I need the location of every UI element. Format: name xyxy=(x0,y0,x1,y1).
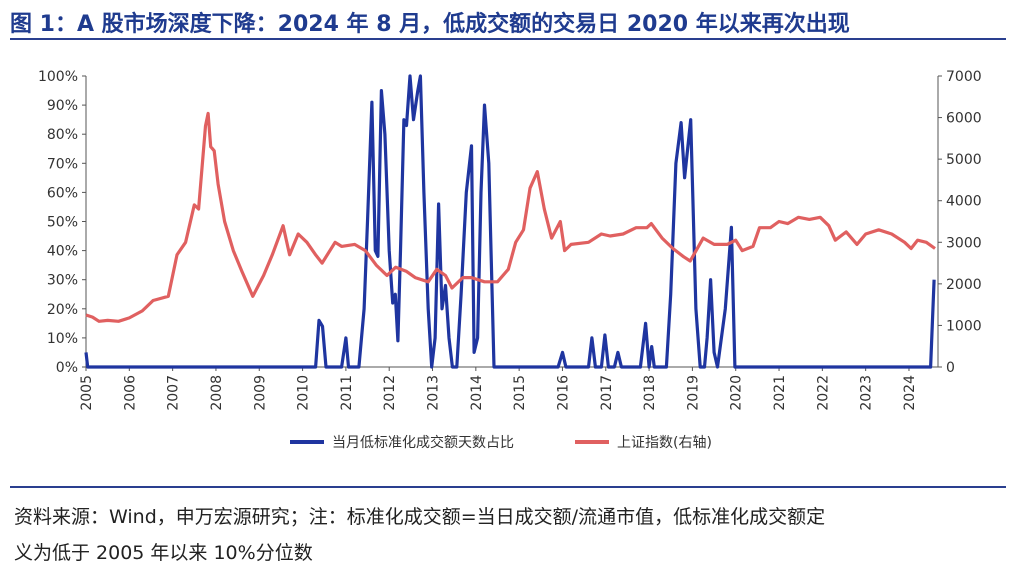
source-note-line-2: 义为低于 2005 年以来 10%分位数 xyxy=(14,542,313,564)
x-tick-label: 2006 xyxy=(122,375,138,411)
left-tick-label: 40% xyxy=(47,244,78,260)
series-line-2 xyxy=(85,111,936,323)
left-tick-label: 80% xyxy=(47,127,78,143)
right-tick-label: 6000 xyxy=(946,111,982,127)
x-tick-label: 2021 xyxy=(772,375,788,411)
figure-title: 图 1：A 股市场深度下降：2024 年 8 月，低成交额的交易日 2020 年… xyxy=(10,12,850,37)
x-tick-label: 2013 xyxy=(426,375,442,411)
title-rule xyxy=(10,38,1006,40)
x-tick-label: 2018 xyxy=(642,375,658,411)
left-tick-label: 60% xyxy=(47,185,78,201)
x-tick-label: 2023 xyxy=(859,375,875,411)
x-tick-label: 2010 xyxy=(296,375,312,411)
dual-axis-line-chart: 0% 10% 20% 30% 40% 50% 60% 70% 80% 90% 100% 0 1000 20… xyxy=(38,69,982,451)
x-tick-label: 2016 xyxy=(555,375,571,411)
right-tick-label: 7000 xyxy=(946,69,982,85)
left-tick-label: 50% xyxy=(47,215,78,231)
legend: 当月低标准化成交额天数占比 上证指数(右轴) xyxy=(290,434,712,451)
x-tick-label: 2012 xyxy=(382,375,398,411)
series-line-1 xyxy=(84,74,936,369)
left-tick-label: 0% xyxy=(56,360,78,376)
x-tick-label: 2020 xyxy=(729,375,745,411)
left-tick-label: 10% xyxy=(47,331,78,347)
left-tick-label: 30% xyxy=(47,273,78,289)
right-tick-label: 0 xyxy=(946,360,955,376)
right-tick-label: 1000 xyxy=(946,318,982,334)
right-tick-label: 2000 xyxy=(946,277,982,293)
x-tick-label: 2017 xyxy=(599,375,615,411)
legend-label-2: 上证指数(右轴) xyxy=(617,435,712,451)
x-tick-label: 2019 xyxy=(685,375,701,411)
x-tick-label: 2022 xyxy=(815,375,831,411)
x-tick-label: 2009 xyxy=(252,375,268,411)
right-tick-label: 3000 xyxy=(946,235,982,251)
right-tick-label: 5000 xyxy=(946,152,982,168)
x-tick-label: 2007 xyxy=(166,375,182,411)
x-tick-label: 2014 xyxy=(469,375,485,411)
left-tick-label: 100% xyxy=(38,69,78,85)
source-note-line-1: 资料来源：Wind，申万宏源研究；注：标准化成交额=当日成交额/流通市值，低标准… xyxy=(14,506,826,528)
left-tick-label: 20% xyxy=(47,302,78,318)
right-tick-label: 4000 xyxy=(946,194,982,210)
left-tick-label: 70% xyxy=(47,156,78,172)
x-tick-label: 2011 xyxy=(339,375,355,411)
footer-rule xyxy=(10,486,1006,488)
x-tick-label: 2005 xyxy=(79,375,95,411)
legend-label-1: 当月低标准化成交额天数占比 xyxy=(332,434,514,451)
x-tick-label: 2015 xyxy=(512,375,528,411)
left-tick-label: 90% xyxy=(47,98,78,114)
x-tick-label: 2008 xyxy=(209,375,225,411)
x-tick-label: 2024 xyxy=(902,375,918,411)
